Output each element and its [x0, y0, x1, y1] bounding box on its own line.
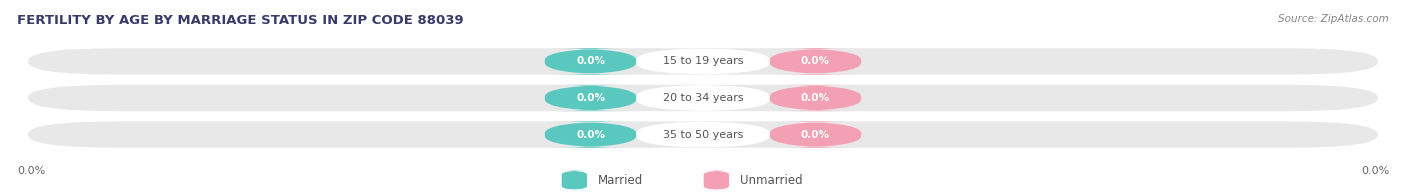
FancyBboxPatch shape — [770, 85, 860, 111]
FancyBboxPatch shape — [28, 48, 1378, 75]
Text: Source: ZipAtlas.com: Source: ZipAtlas.com — [1278, 14, 1389, 24]
Text: 0.0%: 0.0% — [801, 130, 830, 140]
Text: Married: Married — [599, 174, 644, 187]
Text: 0.0%: 0.0% — [1361, 165, 1389, 176]
Text: 35 to 50 years: 35 to 50 years — [662, 130, 744, 140]
Text: 0.0%: 0.0% — [17, 165, 45, 176]
FancyBboxPatch shape — [546, 85, 637, 111]
Text: 20 to 34 years: 20 to 34 years — [662, 93, 744, 103]
Text: 0.0%: 0.0% — [576, 93, 605, 103]
Text: 15 to 19 years: 15 to 19 years — [662, 56, 744, 66]
FancyBboxPatch shape — [770, 121, 860, 148]
Text: 0.0%: 0.0% — [576, 56, 605, 66]
FancyBboxPatch shape — [770, 48, 860, 75]
FancyBboxPatch shape — [28, 121, 1378, 148]
FancyBboxPatch shape — [28, 85, 1378, 111]
Text: Unmarried: Unmarried — [740, 174, 803, 187]
FancyBboxPatch shape — [637, 85, 770, 111]
FancyBboxPatch shape — [546, 121, 637, 148]
Text: 0.0%: 0.0% — [576, 130, 605, 140]
Text: 0.0%: 0.0% — [801, 56, 830, 66]
FancyBboxPatch shape — [637, 121, 770, 148]
FancyBboxPatch shape — [637, 48, 770, 75]
Text: 0.0%: 0.0% — [801, 93, 830, 103]
Text: FERTILITY BY AGE BY MARRIAGE STATUS IN ZIP CODE 88039: FERTILITY BY AGE BY MARRIAGE STATUS IN Z… — [17, 14, 464, 27]
FancyBboxPatch shape — [560, 171, 591, 190]
FancyBboxPatch shape — [700, 171, 731, 190]
FancyBboxPatch shape — [546, 48, 637, 75]
